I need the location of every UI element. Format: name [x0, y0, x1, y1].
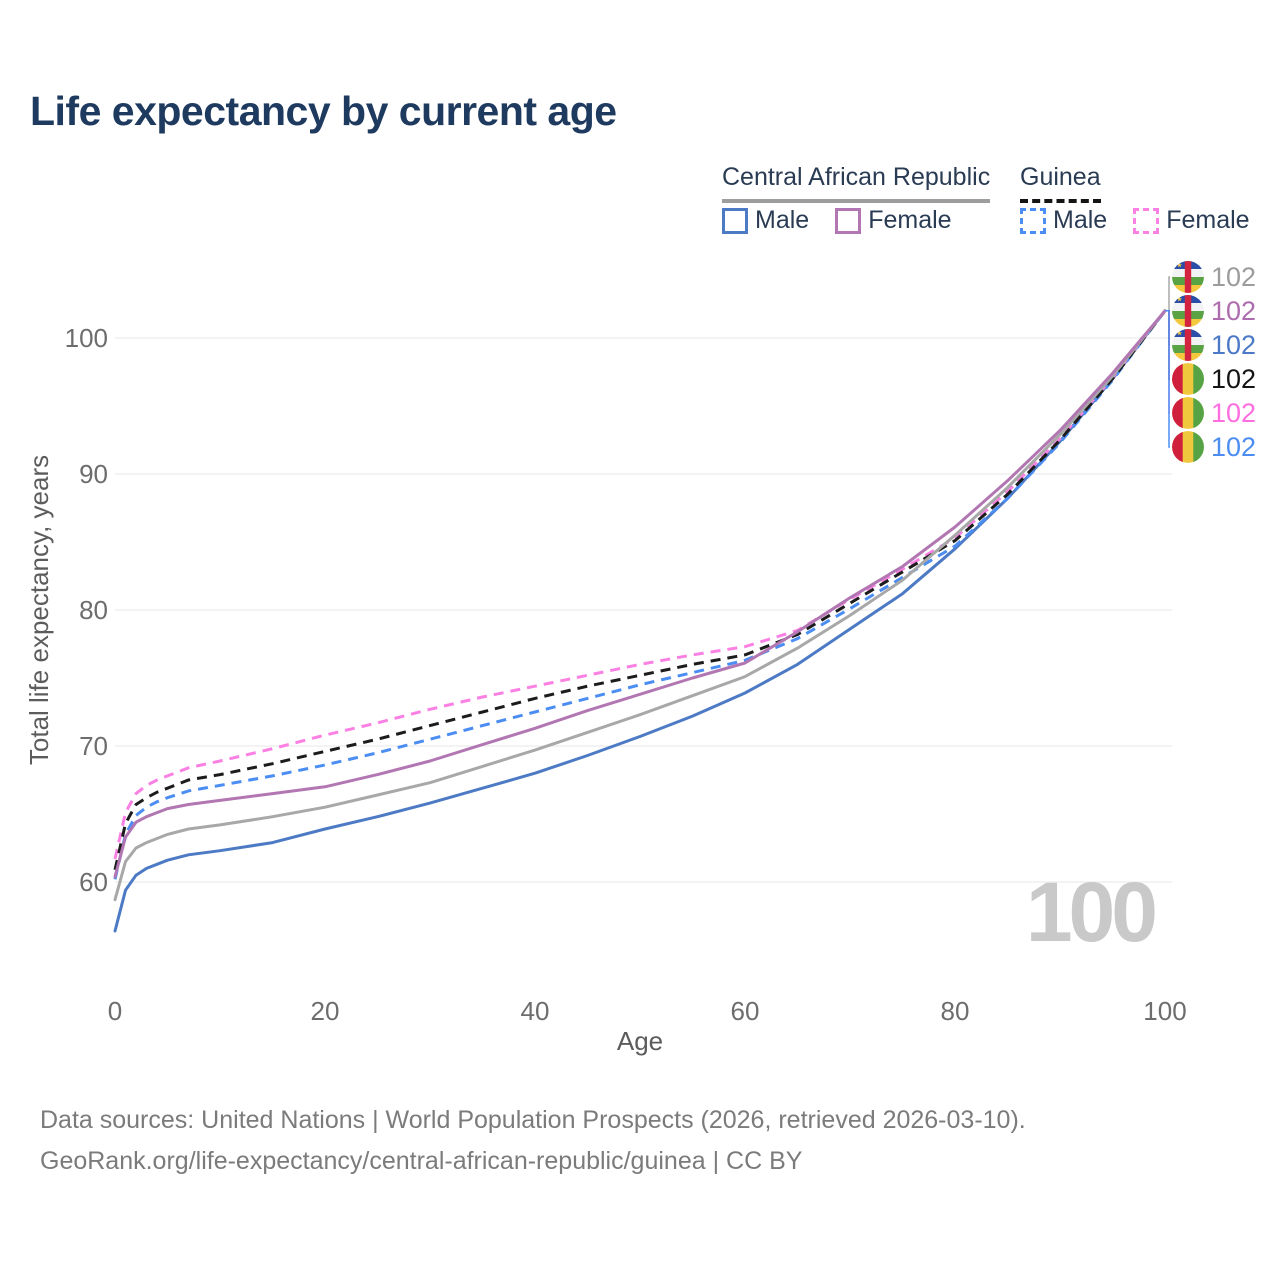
y-tick-label: 80	[79, 595, 108, 625]
y-tick-label: 90	[79, 459, 108, 489]
guinea-flag-icon	[1172, 397, 1204, 429]
x-tick-label: 80	[941, 996, 970, 1026]
data-sources-text: Data sources: United Nations | World Pop…	[40, 1106, 1026, 1134]
y-axis-title: Total life expectancy, years	[24, 455, 54, 765]
y-tick-label: 60	[79, 867, 108, 897]
legend-label-guinea-female: Female	[1166, 206, 1250, 234]
age-watermark: 100	[1025, 865, 1158, 959]
end-label-connector	[1165, 276, 1170, 312]
guinea-male-swatch-icon	[1020, 207, 1046, 234]
series-line-guinea-male[interactable]	[113, 309, 1167, 880]
legend-group-central-african-republic[interactable]: Central African Republic	[722, 163, 991, 203]
end-label-row: 102	[1172, 295, 1256, 327]
x-tick-label: 100	[1143, 996, 1186, 1026]
end-label-row: 102	[1172, 397, 1256, 429]
end-label-value: 102	[1211, 432, 1257, 462]
x-tick-label: 60	[731, 996, 760, 1026]
legend-item-guinea-male[interactable]: Male	[1020, 206, 1107, 235]
end-label-connector	[1165, 310, 1170, 448]
guinea-flag-icon	[1172, 363, 1204, 395]
guinea-flag-icon	[1172, 431, 1204, 463]
end-label-value: 102	[1211, 330, 1257, 360]
end-label-value: 102	[1211, 262, 1257, 292]
legend-items-car: Male Female	[722, 206, 952, 235]
end-label-value: 102	[1211, 296, 1257, 326]
x-tick-label: 20	[311, 996, 340, 1026]
legend-label-car-female: Female	[868, 206, 952, 234]
series-line-central-african-republic[interactable]	[113, 309, 1167, 902]
legend-item-guinea-female[interactable]: Female	[1133, 206, 1250, 235]
end-label-row: 102	[1172, 261, 1256, 293]
guinea-female-swatch-icon	[1133, 207, 1160, 234]
end-label-row: 102	[1172, 431, 1256, 463]
car-female-swatch-icon	[835, 207, 862, 234]
x-axis-title: Age	[617, 1026, 663, 1056]
page-title: Life expectancy by current age	[30, 88, 617, 134]
legend-item-car-female[interactable]: Female	[835, 206, 952, 235]
attribution-link-text: GeoRank.org/life-expectancy/central-afri…	[40, 1147, 803, 1175]
y-tick-label: 70	[79, 731, 108, 761]
end-label-value: 102	[1211, 398, 1257, 428]
end-label-row: 102	[1172, 329, 1256, 361]
legend-items-guinea: Male Female	[1020, 206, 1250, 235]
series-line-central-african-republic-female[interactable]	[113, 309, 1167, 879]
central-african-republic-flag-icon	[1172, 329, 1204, 361]
car-male-swatch-icon	[722, 207, 748, 234]
series-line-guinea[interactable]	[113, 309, 1167, 871]
legend-item-car-male[interactable]: Male	[722, 206, 809, 235]
y-tick-label: 100	[65, 323, 108, 353]
end-label-value: 102	[1211, 364, 1257, 394]
end-label-row: 102	[1172, 363, 1256, 395]
legend-label-car-male: Male	[755, 206, 810, 234]
x-tick-label: 40	[521, 996, 550, 1026]
central-african-republic-flag-icon	[1172, 261, 1204, 293]
central-african-republic-flag-icon	[1172, 295, 1204, 327]
series-line-central-african-republic-male[interactable]	[113, 309, 1167, 933]
legend-label-guinea-male: Male	[1053, 206, 1108, 234]
legend-group-guinea[interactable]: Guinea	[1020, 163, 1101, 203]
x-tick-label: 0	[108, 996, 122, 1026]
